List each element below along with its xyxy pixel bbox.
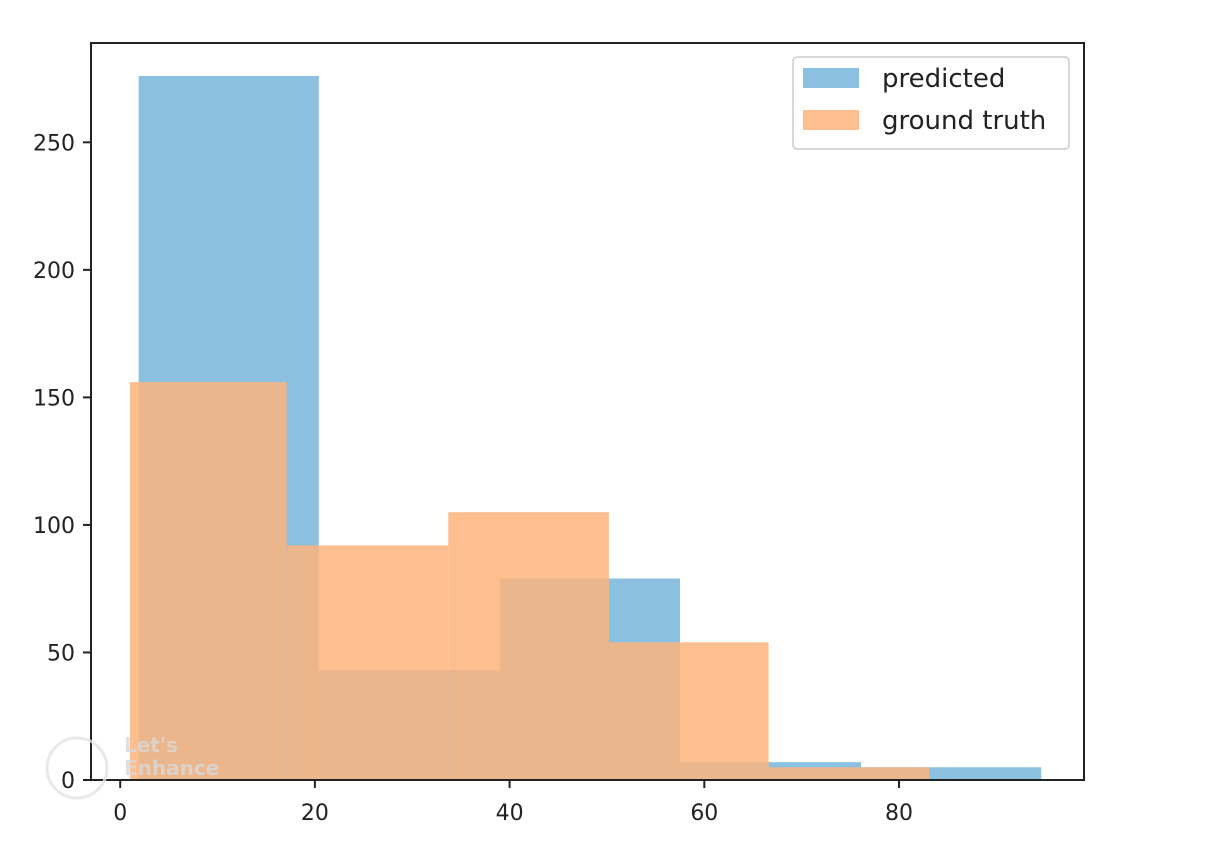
x-tick-label: 40 xyxy=(496,801,524,826)
plot-area-frame xyxy=(90,42,1085,781)
legend-swatch-predicted xyxy=(803,68,859,88)
y-tick-label: 50 xyxy=(47,641,75,666)
bar-ground-truth-3 xyxy=(608,642,769,780)
ticks-layer: 0 20 40 60 80 0 50 100 150 200 250 xyxy=(33,131,913,826)
y-tick-label: 200 xyxy=(33,259,75,284)
watermark: Let's Enhance xyxy=(45,733,219,800)
y-tick-label: 150 xyxy=(33,386,75,411)
legend-label-ground-truth: ground truth xyxy=(882,106,1046,136)
watermark-logo-icon xyxy=(45,736,109,800)
x-tick-label: 20 xyxy=(301,801,329,826)
legend: predicted ground truth xyxy=(792,56,1070,150)
watermark-line-2: Enhance xyxy=(124,756,219,780)
x-tick-label: 80 xyxy=(885,801,913,826)
bar-ground-truth-2 xyxy=(448,512,609,780)
legend-box xyxy=(792,56,1070,150)
y-tick-label: 0 xyxy=(61,769,75,794)
bars-layer xyxy=(129,76,1042,780)
watermark-line-1: Let's xyxy=(124,733,178,757)
bar-ground-truth-0 xyxy=(129,382,287,780)
x-tick-label: 0 xyxy=(113,801,127,826)
y-tick-label: 250 xyxy=(33,131,75,156)
y-tick-label: 100 xyxy=(33,514,75,539)
x-tick-label: 60 xyxy=(690,801,718,826)
bar-ground-truth-1 xyxy=(286,545,449,780)
legend-swatch-ground-truth xyxy=(803,110,859,130)
legend-label-predicted: predicted xyxy=(882,64,1005,94)
bar-ground-truth-4 xyxy=(768,767,930,780)
